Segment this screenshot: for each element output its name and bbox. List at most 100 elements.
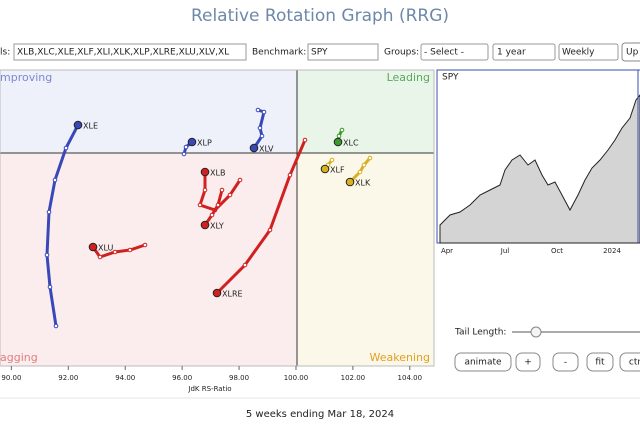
control-button-label: - [564, 358, 567, 368]
update-button[interactable] [621, 42, 640, 62]
tail-point [46, 209, 52, 215]
control-button[interactable] [454, 352, 512, 372]
benchmark-input[interactable] [307, 43, 379, 61]
footer: 5 weeks ending Mar 18, 2024 [246, 409, 394, 420]
leading-label: Leading [387, 71, 430, 84]
tail-head[interactable] [200, 220, 210, 230]
tail-head[interactable] [333, 137, 343, 147]
groups-value: - Select - [424, 48, 464, 58]
tail-point [287, 172, 293, 178]
symbol-label: XLC [343, 139, 359, 148]
symbols-value: XLB,XLC,XLE,XLF,XLI,XLK,XLP,XLRE,XLU,XLV… [17, 48, 229, 58]
tail-point [339, 127, 345, 133]
tail-point [357, 169, 363, 175]
symbol-label: XLF [330, 166, 345, 175]
benchmark-value: SPY [311, 48, 328, 58]
tail-point [44, 252, 50, 258]
price-x-label: 2024 [603, 247, 621, 255]
tail-head[interactable] [88, 242, 98, 252]
tail-head[interactable] [320, 164, 330, 174]
tail-point [367, 155, 373, 161]
page-title: Relative Rotation Graph (RRG) [191, 6, 449, 26]
frequency-value: Weekly [562, 48, 595, 58]
tail [348, 156, 372, 184]
tail-slider-knob[interactable] [530, 326, 542, 338]
rrg-frame [0, 69, 435, 367]
x-tick-label: 90.00 [1, 374, 21, 382]
x-tick-label: 104.00 [398, 374, 423, 382]
control-button-label: fit [595, 358, 605, 368]
benchmark-label: Benchmark: [252, 48, 306, 58]
price-x-label: Apr [441, 247, 453, 255]
price-x-label: Oct [551, 247, 563, 255]
tail-point [183, 144, 189, 150]
weakening-label: Weakening [370, 351, 430, 364]
tail-point [209, 212, 215, 218]
tail-head[interactable] [212, 288, 222, 298]
symbols-input[interactable] [13, 43, 247, 61]
price-title: SPY [442, 73, 459, 83]
tail-point [242, 262, 248, 268]
x-axis-label: JdK RS-Ratio [187, 385, 231, 393]
tail-point [52, 177, 58, 183]
symbol-label: XLB [210, 169, 225, 178]
tail-point [97, 254, 103, 260]
tail-point [215, 202, 221, 208]
tail-point [261, 109, 267, 115]
price-x-label: Jul [500, 247, 510, 255]
tail-point [361, 162, 367, 168]
lagging-label: agging [0, 351, 38, 364]
tail [203, 188, 224, 227]
x-tick-label: 94.00 [115, 374, 135, 382]
control-button[interactable] [515, 352, 541, 372]
symbol-label: XLP [197, 139, 212, 148]
tail-point [329, 157, 335, 163]
period-select[interactable] [492, 43, 556, 61]
control-button-label: + [524, 358, 532, 368]
tail-point [181, 151, 187, 157]
tail-head[interactable] [73, 120, 83, 130]
tail-head[interactable] [345, 177, 355, 187]
tail-point [302, 137, 308, 143]
improving-label: mproving [0, 71, 52, 84]
tail-point [197, 202, 203, 208]
tail-point [112, 249, 118, 255]
period-value: 1 year [497, 48, 526, 58]
update-label: Up [626, 48, 639, 58]
symbol-label: XLU [98, 244, 114, 253]
control-button[interactable] [586, 352, 614, 372]
control-button-label: animate [464, 358, 502, 368]
control-button[interactable] [552, 352, 579, 372]
x-tick-label: 100.00 [284, 374, 309, 382]
symbol-label: XLE [83, 122, 98, 131]
x-tick-label: 92.00 [58, 374, 78, 382]
control-button-label: ctr [629, 358, 640, 368]
weakening-quadrant [297, 153, 434, 366]
tail-head[interactable] [249, 143, 259, 153]
control-button[interactable] [619, 352, 640, 372]
improving-quadrant [0, 70, 297, 153]
frequency-select[interactable] [558, 43, 619, 61]
symbols-label: ls: [0, 48, 10, 58]
tail-head[interactable] [187, 137, 197, 147]
tail-point [127, 247, 133, 253]
tail-point [47, 284, 53, 290]
symbol-label: XLV [259, 145, 274, 154]
tail-point [63, 145, 69, 151]
symbol-label: XLY [210, 222, 224, 231]
price-area [439, 94, 640, 244]
tail-point [257, 125, 263, 131]
tail-point [237, 177, 243, 183]
lagging-quadrant [0, 153, 297, 366]
groups-select[interactable] [420, 43, 489, 61]
tail-point [227, 192, 233, 198]
tail-head[interactable] [200, 167, 210, 177]
groups-label: Groups: [384, 48, 419, 58]
x-tick-label: 98.00 [229, 374, 249, 382]
tail-point [255, 107, 261, 113]
tail-point [202, 187, 208, 193]
tail-point [219, 187, 225, 193]
x-tick-label: 96.00 [172, 374, 192, 382]
tail [198, 170, 242, 212]
